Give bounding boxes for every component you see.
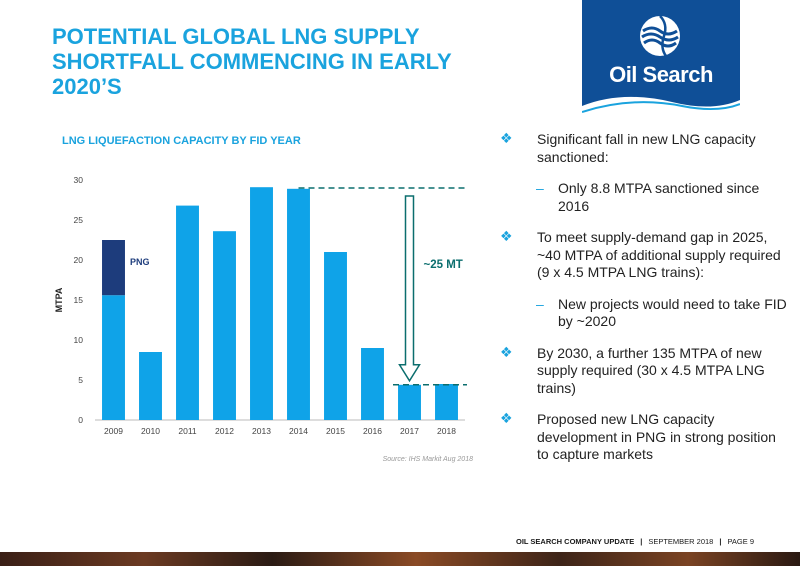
x-tick-label: 2010 bbox=[141, 426, 160, 436]
bullet-item: ❖ Significant fall in new LNG capacity sa… bbox=[500, 131, 790, 166]
x-tick-label: 2018 bbox=[437, 426, 456, 436]
bullet-text: Proposed new LNG capacity development in… bbox=[537, 411, 776, 462]
capacity-bar-chart: 0 5 10 15 20 25 30 MTPA 2009 2010 2011 2012 2013 2014… bbox=[54, 175, 474, 463]
bar-2018 bbox=[435, 384, 458, 420]
decorative-photo-strip bbox=[0, 552, 800, 566]
bullet-item: – New projects would need to take FID by … bbox=[500, 296, 790, 331]
bullet-text: New projects would need to take FID by ~… bbox=[558, 295, 787, 330]
bar-2012 bbox=[213, 231, 236, 420]
x-tick-label: 2009 bbox=[104, 426, 123, 436]
y-tick-label: 30 bbox=[74, 175, 84, 185]
y-tick-label: 15 bbox=[74, 295, 84, 305]
bullet-text: By 2030, a further 135 MTPA of new suppl… bbox=[537, 344, 765, 396]
x-tick-label: 2013 bbox=[252, 426, 271, 436]
x-tick-label: 2015 bbox=[326, 426, 345, 436]
y-tick-label: 10 bbox=[74, 335, 84, 345]
bullet-list: ❖ Significant fall in new LNG capacity sa… bbox=[500, 131, 790, 478]
bar-2011 bbox=[176, 205, 199, 420]
bullet-item: ❖ Proposed new LNG capacity development i… bbox=[500, 411, 790, 464]
y-axis-label: MTPA bbox=[54, 287, 64, 312]
bar-png-2009 bbox=[102, 240, 125, 296]
bar-2009 bbox=[102, 295, 125, 420]
bullet-dash-icon: – bbox=[536, 295, 544, 312]
bullet-diamond-icon: ❖ bbox=[500, 344, 513, 361]
bar-2016 bbox=[361, 348, 384, 420]
bullet-item: – Only 8.8 MTPA sanctioned since 2016 bbox=[500, 180, 790, 215]
bullet-diamond-icon: ❖ bbox=[500, 131, 513, 147]
bullet-diamond-icon: ❖ bbox=[500, 411, 513, 427]
bar-2013 bbox=[250, 187, 273, 420]
y-tick-label: 20 bbox=[74, 255, 84, 265]
logo-text: Oil Search bbox=[609, 62, 713, 87]
footer-date: SEPTEMBER 2018 bbox=[648, 537, 714, 546]
bar-2015 bbox=[324, 252, 347, 420]
y-tick-label: 25 bbox=[74, 215, 84, 225]
footer-company: OIL SEARCH COMPANY UPDATE bbox=[515, 537, 635, 546]
x-tick-label: 2017 bbox=[400, 426, 419, 436]
y-tick-label: 0 bbox=[78, 415, 83, 425]
logo-globe-icon bbox=[640, 15, 680, 57]
bullet-text: To meet supply-demand gap in 2025, ~40 M… bbox=[537, 229, 781, 280]
chart-title: LNG LIQUEFACTION CAPACITY BY FID YEAR bbox=[62, 135, 301, 147]
down-arrow-icon bbox=[398, 195, 421, 383]
bullet-item: ❖ To meet supply-demand gap in 2025, ~40 … bbox=[500, 229, 790, 282]
logo-wave-shape bbox=[582, 96, 740, 118]
bar-2014 bbox=[287, 188, 310, 420]
png-label: PNG bbox=[130, 257, 150, 267]
footer: OIL SEARCH COMPANY UPDATE | SEPTEMBER 2018… bbox=[515, 537, 754, 546]
bullet-diamond-icon: ❖ bbox=[500, 229, 513, 245]
y-tick-label: 5 bbox=[78, 375, 83, 385]
gap-label: ~25 MT bbox=[424, 259, 463, 271]
oil-search-logo: Oil Search bbox=[582, 0, 740, 118]
x-tick-label: 2016 bbox=[363, 426, 382, 436]
x-tick-label: 2014 bbox=[289, 426, 308, 436]
x-tick-label: 2011 bbox=[178, 426, 197, 436]
bullet-item: ❖ By 2030, a further 135 MTPA of new supp… bbox=[500, 345, 790, 398]
footer-page: PAGE 9 bbox=[727, 537, 754, 546]
bullet-dash-icon: – bbox=[536, 180, 544, 196]
bullet-text: Significant fall in new LNG capacity san… bbox=[537, 131, 756, 165]
slide-title: POTENTIAL GLOBAL LNG SUPPLY SHORTFALL CO… bbox=[52, 24, 452, 99]
bar-2017 bbox=[398, 384, 421, 420]
bullet-text: Only 8.8 MTPA sanctioned since 2016 bbox=[558, 180, 760, 214]
x-tick-label: 2012 bbox=[215, 426, 234, 436]
source-note: Source: IHS Markit Aug 2018 bbox=[383, 456, 474, 463]
bar-2010 bbox=[139, 352, 162, 420]
